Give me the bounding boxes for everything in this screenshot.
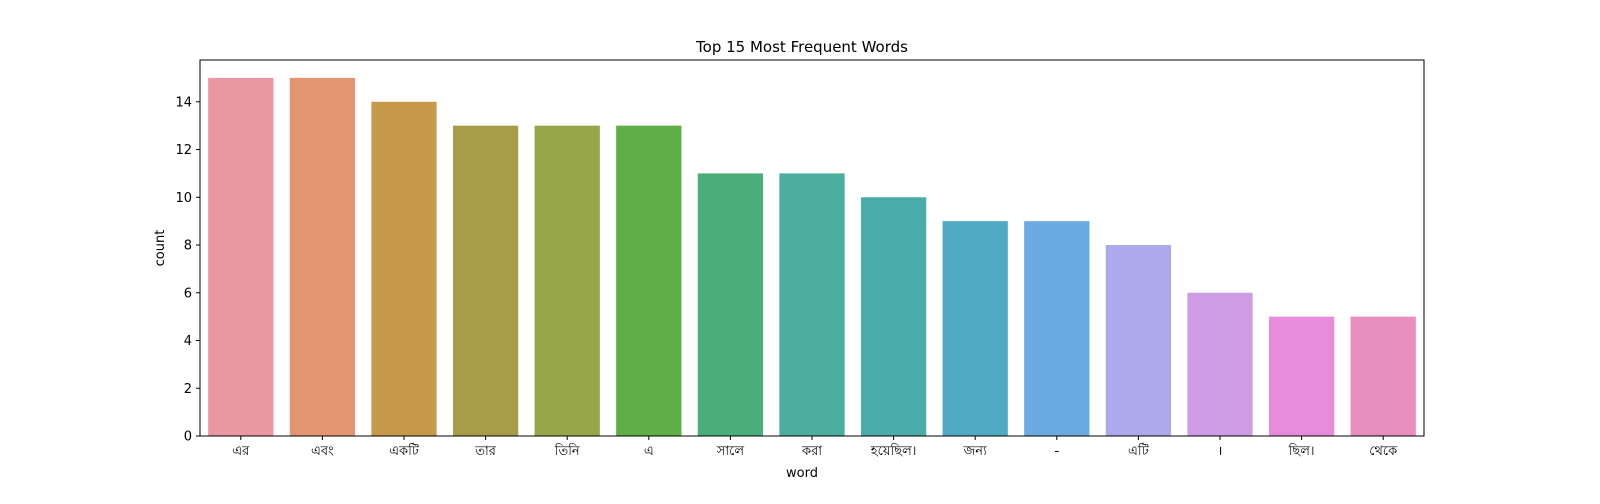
x-tick-label: সালে [716,444,745,459]
bars-layer [208,77,1416,437]
bar-5 [534,125,600,437]
y-tick-label: 4 [184,334,192,349]
y-tick-label: 0 [184,430,192,445]
bar-15 [1350,316,1416,436]
y-tick-label: 10 [175,191,192,206]
bar-10 [942,221,1008,436]
bar-1 [208,77,274,437]
y-tick-label: 2 [184,382,192,397]
bar-4 [452,125,519,437]
y-tick-label: 12 [175,143,192,158]
x-tick-label: থেকে [1369,444,1398,459]
x-tick-label: এ [644,444,654,459]
bar-13 [1187,292,1253,436]
plot-frame [199,59,1425,437]
y-tick-label: 6 [184,286,192,301]
bar-7 [697,173,764,436]
chart-title: Top 15 Most Frequent Words [695,38,908,56]
bar-9 [860,197,927,436]
bar-8 [779,173,845,436]
x-tick-label: তার [474,444,497,459]
y-tick-label: 8 [184,239,192,254]
x-tick-label: জন্য [963,444,987,459]
bar-14 [1268,316,1335,436]
y-axis-ticks: 0 2 4 6 8 10 12 14 [175,95,200,445]
bar-11 [1024,221,1090,436]
y-tick-label: 14 [175,95,192,110]
x-tick-label: ছিল। [1288,443,1315,459]
bar-3 [371,101,437,436]
x-axis-ticks: এর এবং একটি তার তিনি এ সালে করা হয়েছিল। জন্য - এটি… [232,436,1398,459]
x-tick-label: । [1218,444,1223,459]
bar-6 [616,125,682,437]
x-tick-label: করা [801,444,822,459]
x-tick-label: একটি [389,443,420,459]
x-axis-label: word [786,466,818,481]
x-tick-label: এর [232,444,250,459]
x-tick-label: তিনি [554,443,580,459]
x-tick-label: - [1054,444,1059,459]
x-tick-label: এবং [311,444,334,459]
bar-12 [1105,245,1172,436]
bar-2 [289,77,356,437]
y-axis-label: count [153,230,168,267]
x-tick-label: এটি [1128,443,1150,459]
x-tick-label: হয়েছিল। [870,443,917,459]
